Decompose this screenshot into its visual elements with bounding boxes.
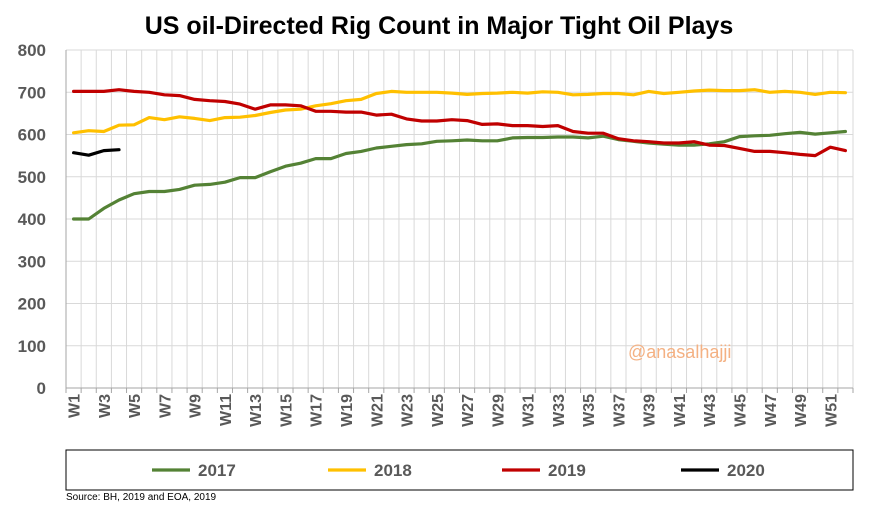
- x-tick-label: W31: [521, 394, 538, 427]
- legend: 2017 2018 2019 2020: [65, 449, 854, 491]
- x-tick-label: W17: [309, 394, 326, 427]
- y-tick-label: 800: [18, 41, 46, 60]
- x-tick-label: W41: [672, 394, 689, 427]
- axes: 0 100 200 300 400 500 600 700 800 W1 W3 W5 W7 W9 W11 W1…: [18, 41, 854, 427]
- x-tick-label: W49: [793, 394, 810, 427]
- x-tick-label: W21: [369, 394, 386, 427]
- x-tick-label: W47: [763, 394, 780, 427]
- x-tick-label: W29: [490, 394, 507, 427]
- y-tick-label: 600: [18, 126, 46, 145]
- x-tick-label: W15: [278, 394, 295, 427]
- gridlines: [66, 49, 854, 388]
- x-tick-label: W11: [218, 394, 235, 426]
- x-tick-label: W19: [339, 394, 356, 427]
- x-tick-label: W13: [248, 394, 265, 427]
- series-line-2017: [71, 129, 848, 221]
- legend-label-2019: 2019: [548, 461, 586, 480]
- x-tick-label: W1: [67, 394, 84, 418]
- x-tick-label: W45: [732, 394, 749, 427]
- y-tick-label: 500: [18, 168, 46, 187]
- y-tick-label: 200: [18, 295, 46, 314]
- x-tick-label: W35: [581, 394, 598, 427]
- y-tick-label: 700: [18, 83, 46, 102]
- x-tick-label: W51: [823, 394, 840, 427]
- x-tick-label: W23: [400, 394, 417, 427]
- x-tick-label: W5: [127, 394, 144, 418]
- x-tick-label: W27: [460, 394, 477, 427]
- x-tick-label: W3: [97, 394, 114, 418]
- y-tick-label: 0: [37, 379, 46, 398]
- source-note: Source: BH, 2019 and EOA, 2019: [66, 492, 217, 503]
- x-tick-label: W37: [611, 394, 628, 427]
- series-lines: [71, 88, 848, 221]
- chart-title: US oil-Directed Rig Count in Major Tight…: [144, 12, 734, 40]
- legend-label-2017: 2017: [198, 461, 236, 480]
- watermark-label: @anasalhajji: [628, 342, 731, 362]
- legend-label-2018: 2018: [374, 461, 412, 480]
- legend-label-2020: 2020: [727, 461, 765, 480]
- x-tick-label: W39: [642, 394, 659, 427]
- y-tick-label: 100: [18, 337, 46, 356]
- x-tick-label: W7: [157, 394, 174, 418]
- x-tick-label: W43: [702, 394, 719, 427]
- series-line-2020: [71, 148, 121, 157]
- x-tick-label: W25: [430, 394, 447, 427]
- x-tick-label: W33: [551, 394, 568, 427]
- legend-box: [65, 449, 854, 491]
- y-tick-label: 300: [18, 252, 46, 271]
- series-line-2019: [71, 88, 848, 158]
- y-tick-label: 400: [18, 210, 46, 229]
- series-line-2018: [71, 88, 848, 135]
- x-tick-label: W9: [188, 394, 205, 418]
